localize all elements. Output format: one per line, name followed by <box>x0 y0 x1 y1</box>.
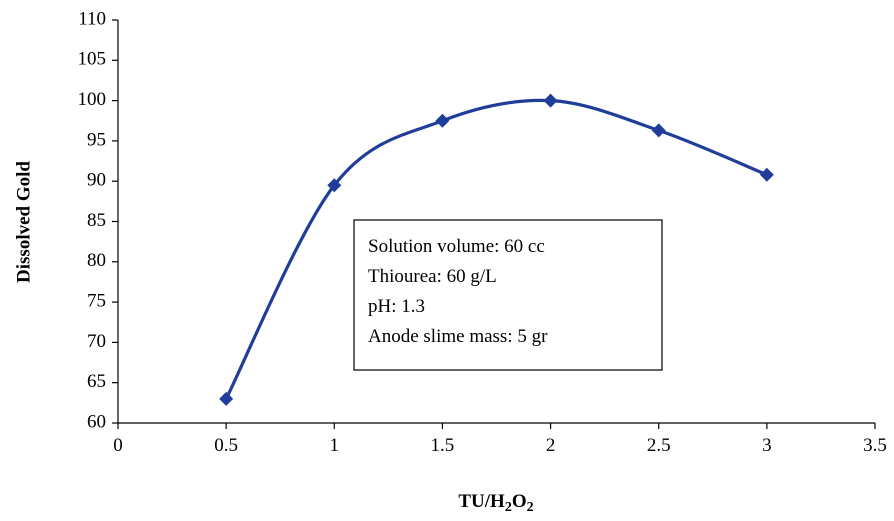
x-axis-title-text: TU/H2O2 <box>458 491 533 515</box>
y-axis-title: Dissolved Gold <box>13 161 34 283</box>
data-point-marker <box>219 391 234 406</box>
x-axis-title: TU/H2O2 <box>458 491 533 515</box>
annotation-line-2: Thiourea: 60 g/L <box>368 266 497 287</box>
y-tick-label: 70 <box>87 331 106 352</box>
y-tick-label: 90 <box>87 170 106 191</box>
data-point-marker <box>543 93 558 108</box>
y-tick-label: 85 <box>87 210 106 231</box>
y-tick-label: 80 <box>87 250 106 271</box>
annotation-line-4: Anode slime mass: 5 gr <box>368 326 548 347</box>
data-point-marker <box>327 178 342 193</box>
annotation-line-1: Solution volume: 60 cc <box>368 236 545 257</box>
data-point-marker <box>759 167 774 182</box>
y-tick-label: 65 <box>87 371 106 392</box>
parameters-annotation-box: Solution volume: 60 cc Thiourea: 60 g/L … <box>353 219 663 371</box>
y-tick-label: 110 <box>78 8 106 29</box>
y-tick-label: 95 <box>87 129 106 150</box>
y-tick-label: 100 <box>78 89 107 110</box>
data-point-marker <box>651 123 666 138</box>
x-tick-label: 1 <box>330 435 340 456</box>
x-ticks: 0 0.5 1 1.5 2 2.5 3 3.5 <box>113 423 887 456</box>
x-tick-label: 3 <box>762 435 772 456</box>
data-point-marker <box>435 113 450 128</box>
annotation-border <box>353 219 663 371</box>
x-tick-label: 2 <box>546 435 556 456</box>
y-tick-label: 105 <box>78 49 107 70</box>
x-tick-label: 2.5 <box>647 435 671 456</box>
y-tick-label: 60 <box>87 411 106 432</box>
x-tick-label: 3.5 <box>863 435 887 456</box>
series-markers <box>219 93 774 406</box>
y-tick-label: 75 <box>87 290 106 311</box>
x-tick-label: 1.5 <box>431 435 455 456</box>
annotation-line-3: pH: 1.3 <box>368 296 425 317</box>
x-tick-label: 0 <box>113 435 123 456</box>
x-tick-label: 0.5 <box>214 435 238 456</box>
y-ticks: 60 65 70 75 80 85 90 95 100 105 110 <box>78 8 118 432</box>
